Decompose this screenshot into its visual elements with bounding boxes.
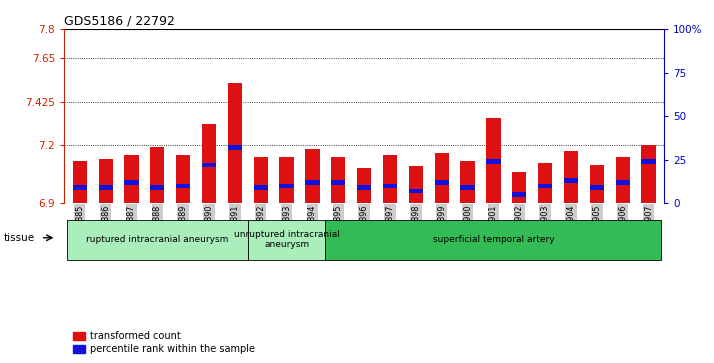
Bar (538, 184, 552, 188)
Text: GSM1306894: GSM1306894 (308, 205, 317, 258)
Text: GSM1306888: GSM1306888 (153, 205, 162, 258)
Bar (590, 164, 604, 203)
Text: GSM1306907: GSM1306907 (644, 205, 653, 258)
Text: GSM1306896: GSM1306896 (360, 205, 368, 258)
Bar (202, 163, 216, 167)
Text: GSM1306902: GSM1306902 (515, 205, 524, 258)
Text: tissue: tissue (4, 233, 35, 243)
Text: GSM1306890: GSM1306890 (204, 205, 213, 258)
Text: GSM1306900: GSM1306900 (463, 205, 472, 258)
Bar (253, 157, 268, 203)
Bar (641, 145, 655, 203)
Bar (306, 180, 320, 184)
Bar (228, 83, 242, 203)
Legend: transformed count, percentile rank within the sample: transformed count, percentile rank withi… (69, 327, 258, 358)
Bar (408, 189, 423, 193)
Bar (176, 155, 191, 203)
Text: GSM1306898: GSM1306898 (411, 205, 421, 258)
Text: GSM1306893: GSM1306893 (282, 205, 291, 258)
Bar (383, 184, 397, 188)
Bar (73, 161, 87, 203)
Bar (99, 185, 113, 190)
Bar (99, 159, 113, 203)
Bar (383, 155, 397, 203)
Bar (408, 167, 423, 203)
Bar (124, 155, 139, 203)
Text: GSM1306906: GSM1306906 (618, 205, 627, 258)
Bar (357, 185, 371, 190)
Text: GSM1306889: GSM1306889 (178, 205, 188, 258)
Text: GSM1306897: GSM1306897 (386, 205, 395, 258)
Text: GSM1306887: GSM1306887 (127, 205, 136, 258)
Text: ruptured intracranial aneurysm: ruptured intracranial aneurysm (86, 235, 228, 244)
Text: unruptured intracranial
aneurysm: unruptured intracranial aneurysm (233, 230, 340, 249)
Bar (512, 192, 526, 197)
Bar (512, 172, 526, 203)
Text: GSM1306891: GSM1306891 (231, 205, 239, 258)
Text: GSM1306892: GSM1306892 (256, 205, 265, 258)
Bar (615, 157, 630, 203)
Bar (461, 185, 475, 190)
Text: superficial temporal artery: superficial temporal artery (433, 235, 554, 244)
Bar (306, 149, 320, 203)
Bar (150, 185, 164, 190)
Bar (279, 157, 293, 203)
Bar (124, 180, 139, 184)
Text: GSM1306885: GSM1306885 (75, 205, 84, 258)
Bar (486, 118, 501, 203)
Bar (228, 146, 242, 150)
Bar (590, 185, 604, 190)
Bar (176, 184, 191, 188)
Bar (435, 153, 449, 203)
Bar (564, 151, 578, 203)
Bar (331, 157, 346, 203)
Bar (202, 124, 216, 203)
Text: GSM1306899: GSM1306899 (437, 205, 446, 258)
Bar (435, 180, 449, 184)
Bar (253, 185, 268, 190)
Bar (331, 180, 346, 184)
Bar (461, 161, 475, 203)
Text: GSM1306903: GSM1306903 (540, 205, 550, 258)
Text: GSM1306901: GSM1306901 (489, 205, 498, 258)
Bar (279, 184, 293, 188)
Bar (150, 147, 164, 203)
Bar (615, 180, 630, 184)
Text: GSM1306904: GSM1306904 (566, 205, 575, 258)
Bar (357, 168, 371, 203)
Bar (564, 179, 578, 183)
Text: GSM1306905: GSM1306905 (593, 205, 601, 258)
Bar (486, 159, 501, 164)
Bar (538, 163, 552, 203)
Bar (641, 159, 655, 164)
Text: GDS5186 / 22792: GDS5186 / 22792 (64, 15, 175, 28)
Text: GSM1306895: GSM1306895 (333, 205, 343, 258)
Bar (73, 185, 87, 190)
Text: GSM1306886: GSM1306886 (101, 205, 110, 258)
